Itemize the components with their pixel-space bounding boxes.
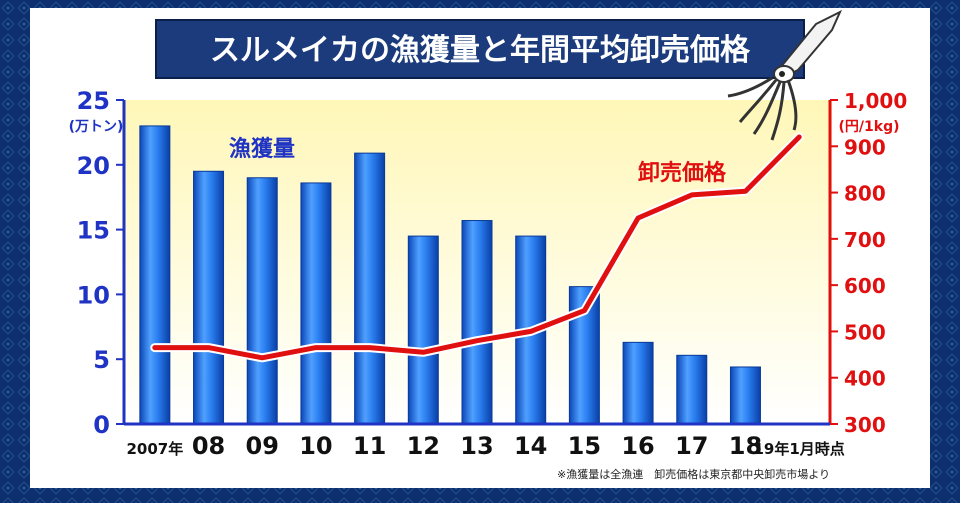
source-note: ※漁獲量は全漁連 卸売価格は東京都中央卸売市場より (557, 467, 830, 481)
x-tick-label: 13 (460, 432, 493, 460)
x-tick-label: 16 (621, 432, 654, 460)
right-axis: 300 400 500 600 700 800 900 1,000 (828, 89, 907, 437)
x-tick-label: 17 (675, 432, 708, 460)
x-tick-label: 12 (407, 432, 440, 460)
left-tick-label: 10 (77, 281, 110, 309)
x-tick-label: 18 (729, 432, 762, 460)
bar-series-label: 漁獲量 (229, 136, 295, 162)
catch-bar (246, 177, 278, 425)
right-tick-label: 300 (844, 413, 886, 437)
x-tick-label: 11 (353, 432, 386, 460)
catch-bar (729, 366, 761, 425)
catch-bar (193, 170, 225, 425)
catch-bar (139, 125, 171, 425)
left-tick-label: 15 (77, 217, 110, 245)
left-tick-label: 25 (77, 87, 110, 115)
x-tick-label: 2007年 (126, 440, 183, 458)
right-tick-label: 1,000 (844, 89, 907, 113)
title-banner (155, 19, 805, 79)
price-line (152, 134, 802, 361)
left-tick-label: 0 (93, 411, 110, 439)
right-tick-label: 800 (844, 182, 886, 206)
left-axis-unit: (万トン) (69, 119, 124, 135)
chart-title: スルメイカの漁獲量と年間平均卸売価格 (210, 33, 751, 68)
squid-icon (727, 9, 843, 141)
catch-bar (622, 341, 654, 425)
right-tick-label: 700 (844, 228, 886, 252)
catch-bar (300, 182, 332, 425)
right-axis-unit: (円/1kg) (839, 119, 900, 135)
left-tick-label: 20 (77, 152, 110, 180)
right-tick-label: 500 (844, 320, 886, 344)
catch-bar (354, 152, 386, 425)
left-axis: 0 5 10 15 20 25 (77, 87, 126, 439)
x-tick-label: 15 (568, 432, 601, 460)
x-tick-label: 19年1月時点 (753, 440, 844, 458)
right-tick-label: 400 (844, 367, 886, 391)
right-tick-label: 900 (844, 135, 886, 159)
x-tick-label: 09 (246, 432, 279, 460)
line-series-label: 卸売価格 (638, 160, 727, 186)
x-tick-label: 10 (299, 432, 332, 460)
catch-bar (676, 354, 708, 425)
catch-bar (461, 220, 493, 425)
catch-bar (407, 235, 439, 425)
left-tick-label: 5 (93, 346, 110, 374)
x-tick-label: 14 (514, 432, 547, 460)
x-tick-label: 08 (192, 432, 225, 460)
line-series (150, 132, 804, 363)
right-tick-label: 600 (844, 274, 886, 298)
